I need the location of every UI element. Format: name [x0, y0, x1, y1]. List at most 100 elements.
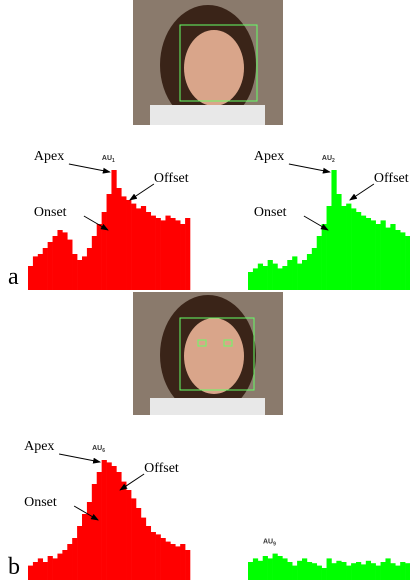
bar: [96, 224, 102, 290]
bar: [395, 230, 401, 290]
bar: [316, 565, 322, 580]
bar: [311, 248, 318, 290]
bar: [287, 260, 293, 290]
bar: [131, 203, 137, 290]
bar: [257, 560, 264, 580]
arrow: [73, 505, 99, 521]
bar: [180, 544, 186, 580]
bar: [185, 550, 191, 580]
bar: [292, 256, 298, 290]
bar: [370, 563, 376, 580]
bar: [165, 215, 171, 290]
bar: [170, 218, 176, 290]
bar: [356, 212, 362, 290]
photo: [133, 0, 283, 125]
bar: [57, 553, 63, 580]
au-label: AU2: [322, 155, 335, 164]
bar: [136, 508, 142, 580]
annotation: Onset: [24, 495, 57, 510]
bar: [262, 266, 268, 290]
bar: [91, 484, 98, 580]
bar: [121, 196, 127, 290]
bar: [380, 220, 386, 290]
bar: [28, 266, 34, 290]
au-name: AU: [102, 155, 112, 162]
annotation: Onset: [34, 205, 67, 220]
bar: [150, 532, 156, 580]
annotation: Offset: [144, 461, 179, 476]
bar: [86, 502, 93, 580]
bar: [385, 227, 391, 290]
bar: [297, 560, 303, 580]
bar: [365, 560, 372, 580]
bar: [175, 546, 181, 580]
au-subscript: 1: [112, 158, 115, 164]
bar: [150, 215, 156, 290]
bar: [365, 218, 372, 290]
bar: [248, 562, 254, 580]
bar: [91, 236, 98, 290]
bar: [160, 220, 166, 290]
bar: [341, 206, 347, 290]
bar: [326, 558, 332, 580]
bar: [67, 239, 73, 290]
bar: [126, 200, 132, 290]
bar: [267, 558, 273, 580]
bar: [116, 472, 122, 580]
au-label: AU6: [92, 445, 105, 454]
bar: [116, 188, 122, 290]
bar: [336, 560, 342, 580]
bar: [57, 230, 63, 290]
bar: [175, 220, 181, 290]
bar: [106, 194, 112, 290]
bar: [341, 562, 347, 580]
bar: [375, 224, 381, 290]
bar: [282, 558, 288, 580]
bar: [32, 562, 39, 580]
bar: [262, 556, 268, 580]
arrow: [58, 453, 102, 464]
arrow: [303, 215, 329, 231]
bar: [82, 514, 88, 580]
au-subscript: 9: [273, 542, 276, 548]
bar: [155, 218, 161, 290]
bar: [96, 472, 102, 580]
panel-label: b: [8, 554, 20, 580]
bar: [390, 563, 396, 580]
bar: [311, 563, 318, 580]
bar: [405, 563, 410, 580]
bar: [356, 562, 362, 580]
bar: [62, 232, 68, 290]
arrow: [83, 215, 109, 231]
bar: [145, 212, 152, 290]
bar: [321, 568, 327, 580]
bar: [321, 224, 327, 290]
bar: [140, 517, 147, 580]
bar: [180, 224, 186, 290]
bar: [67, 544, 73, 580]
annotation: Apex: [254, 149, 284, 164]
bar: [72, 538, 78, 580]
bar: [86, 248, 93, 290]
bar: [106, 462, 112, 580]
au-name: AU: [263, 539, 273, 546]
bar: [32, 256, 39, 290]
bar: [42, 248, 48, 290]
bar: [52, 236, 58, 290]
arrow: [119, 473, 145, 491]
panel-label: a: [8, 264, 19, 290]
bar: [331, 170, 337, 290]
bar: [292, 565, 298, 580]
annotation: Apex: [34, 149, 64, 164]
bar: [346, 203, 352, 290]
bar: [52, 558, 58, 580]
bar: [405, 236, 410, 290]
arrow: [349, 183, 375, 201]
bar: [277, 556, 283, 580]
au-label: AU1: [102, 155, 115, 164]
bar: [351, 563, 357, 580]
arrow: [68, 163, 111, 174]
au-name: AU: [322, 155, 332, 162]
bar: [101, 212, 107, 290]
bar: [297, 263, 303, 290]
